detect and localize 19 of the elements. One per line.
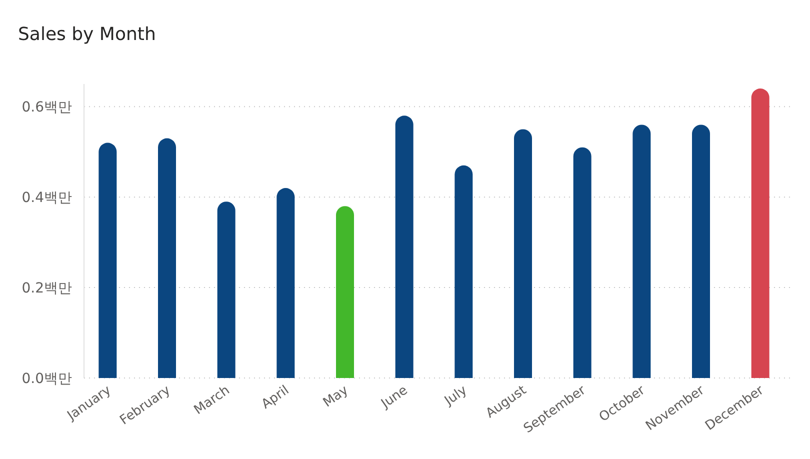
y-tick-label: 0.6백만 (22, 100, 72, 116)
bar (98, 142, 117, 378)
bar (632, 124, 651, 378)
bar (395, 116, 414, 378)
bar (573, 147, 592, 378)
bar (158, 138, 176, 378)
bar (276, 188, 295, 378)
y-tick-label: 0.0백만 (22, 371, 72, 387)
bar (692, 124, 710, 378)
y-tick-label: 0.2백만 (22, 280, 72, 297)
bar (336, 206, 354, 378)
bar (217, 202, 236, 378)
bar (454, 165, 473, 378)
x-tick-label: May (320, 382, 352, 411)
y-tick-label: 0.4백만 (22, 190, 72, 206)
x-tick-label: July (441, 382, 470, 410)
bar (751, 88, 770, 378)
chart-title: Sales by Month (18, 24, 156, 45)
bar (514, 129, 532, 378)
